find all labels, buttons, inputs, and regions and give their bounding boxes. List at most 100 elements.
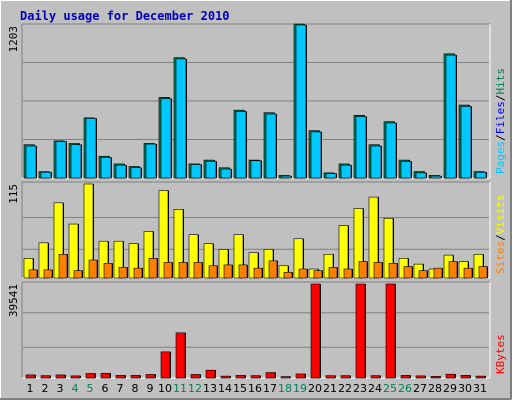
bar-kbytes-31 xyxy=(475,375,486,379)
bar-files-24 xyxy=(370,145,382,179)
bar-visits-4 xyxy=(68,223,79,279)
bar-sites-8 xyxy=(133,267,143,279)
bar-visits-18 xyxy=(278,265,289,279)
max-value-label: 115 xyxy=(7,184,20,204)
bar-kbytes-25 xyxy=(385,283,396,379)
legend-files: Files xyxy=(494,101,507,134)
max-value-label: 39541 xyxy=(7,284,20,317)
legend-hits: Hits xyxy=(494,68,507,95)
bar-sites-13 xyxy=(208,265,218,279)
bar-files-19 xyxy=(295,24,307,179)
bar-sites-25 xyxy=(388,262,398,279)
bar-kbytes-24 xyxy=(370,375,381,379)
day-label-19: 19 xyxy=(293,382,307,395)
bar-kbytes-7 xyxy=(115,375,126,379)
bar-kbytes-14 xyxy=(220,375,231,379)
bar-files-30 xyxy=(460,106,472,179)
day-label-13: 13 xyxy=(203,382,217,395)
bar-sites-28 xyxy=(433,267,443,279)
bar-files-16 xyxy=(250,160,262,179)
bar-kbytes-29 xyxy=(445,373,456,379)
bar-sites-27 xyxy=(418,270,428,279)
bar-visits-22 xyxy=(338,225,349,279)
bar-kbytes-23 xyxy=(355,283,366,379)
legend-kbytes: KBytes xyxy=(494,334,507,374)
bar-sites-22 xyxy=(343,268,353,279)
bar-sites-18 xyxy=(283,271,293,279)
bar-files-7 xyxy=(115,164,127,179)
bar-sites-23 xyxy=(358,261,368,279)
day-label-11: 11 xyxy=(173,382,187,395)
bar-kbytes-10 xyxy=(160,351,171,379)
bar-kbytes-5 xyxy=(85,373,96,379)
bar-sites-14 xyxy=(223,264,233,279)
bar-sites-6 xyxy=(103,262,113,279)
bar-files-14 xyxy=(220,168,232,179)
bar-visits-14 xyxy=(218,249,229,279)
day-label-14: 14 xyxy=(218,382,232,395)
bar-sites-9 xyxy=(148,258,158,279)
bar-files-28 xyxy=(430,175,442,179)
bar-files-6 xyxy=(100,157,112,179)
bar-sites-24 xyxy=(373,262,383,279)
bar-sites-17 xyxy=(268,260,278,279)
bar-visits-3 xyxy=(53,202,64,279)
max-value-label: 1203 xyxy=(7,26,20,53)
bar-files-31 xyxy=(475,171,487,179)
day-label-6: 6 xyxy=(102,382,109,395)
day-label-26: 26 xyxy=(398,382,412,395)
bar-sites-19 xyxy=(298,268,308,279)
bar-sites-16 xyxy=(253,267,263,279)
hits-files-panel: 1203 Pages/Files/Hits xyxy=(7,23,507,179)
bar-kbytes-27 xyxy=(415,375,426,379)
bar-files-11 xyxy=(175,58,187,179)
bar-visits-5 xyxy=(83,183,94,279)
bar-kbytes-30 xyxy=(460,375,471,379)
bar-files-23 xyxy=(355,116,367,179)
bar-kbytes-1 xyxy=(25,374,36,379)
day-label-21: 21 xyxy=(323,382,337,395)
bar-visits-1 xyxy=(23,258,34,279)
bar-visits-21 xyxy=(323,253,334,279)
bar-files-10 xyxy=(160,98,172,179)
bar-visits-6 xyxy=(98,240,109,279)
bar-visits-11 xyxy=(173,209,184,279)
day-label-27: 27 xyxy=(413,382,427,395)
bar-sites-4 xyxy=(73,270,83,279)
bar-kbytes-3 xyxy=(55,374,66,379)
bar-files-5 xyxy=(85,118,97,179)
bar-visits-24 xyxy=(368,196,379,279)
bar-kbytes-22 xyxy=(340,375,351,379)
bar-sites-11 xyxy=(178,262,188,279)
bar-sites-29 xyxy=(448,261,458,279)
bar-kbytes-2 xyxy=(40,375,51,379)
bar-kbytes-28 xyxy=(430,376,441,379)
bar-files-29 xyxy=(445,54,457,179)
day-label-10: 10 xyxy=(158,382,172,395)
bar-sites-31 xyxy=(478,266,488,279)
day-label-17: 17 xyxy=(263,382,277,395)
bar-visits-19 xyxy=(293,238,304,279)
day-label-7: 7 xyxy=(117,382,124,395)
bar-files-8 xyxy=(130,167,142,179)
day-label-24: 24 xyxy=(368,382,382,395)
bar-visits-7 xyxy=(113,240,124,279)
bar-kbytes-9 xyxy=(145,374,156,379)
day-label-3: 3 xyxy=(57,382,64,395)
legend: KBytes xyxy=(494,334,507,374)
bar-files-3 xyxy=(55,141,67,179)
bar-visits-23 xyxy=(353,208,364,279)
day-label-2: 2 xyxy=(42,382,49,395)
bar-files-15 xyxy=(235,111,247,179)
bar-visits-13 xyxy=(203,243,214,279)
kbytes-panel: 39541 KBytes xyxy=(7,281,507,379)
bar-kbytes-15 xyxy=(235,375,246,379)
bar-files-4 xyxy=(70,144,82,179)
bar-visits-9 xyxy=(143,231,154,279)
bar-visits-12 xyxy=(188,234,199,279)
day-label-23: 23 xyxy=(353,382,367,395)
bar-kbytes-6 xyxy=(100,372,111,379)
day-label-29: 29 xyxy=(443,382,457,395)
legend: Pages/Files/Hits xyxy=(494,68,507,174)
